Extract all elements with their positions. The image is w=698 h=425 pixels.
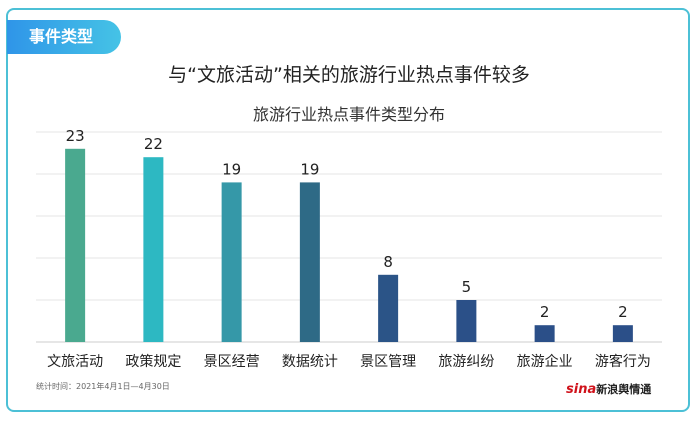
x-tick-label: 旅游纠纷	[438, 354, 494, 370]
card-frame	[6, 8, 690, 412]
data-label: 19	[222, 160, 241, 178]
x-tick-label: 景区经营	[204, 354, 260, 370]
chart-title: 旅游行业热点事件类型分布	[252, 105, 445, 124]
sina-logo: sina新浪舆情通	[566, 381, 651, 397]
data-label: 19	[300, 160, 319, 178]
headline: 与“文旅活动”相关的旅游行业热点事件较多	[168, 64, 530, 86]
x-tick-label: 游客行为	[595, 353, 651, 370]
footer-note: 统计时间：2021年4月1日—4月30日	[36, 382, 170, 391]
bar	[534, 325, 555, 342]
data-label: 2	[618, 303, 628, 321]
logo-brand: sina	[566, 382, 597, 397]
bar	[221, 182, 242, 342]
logo-text: 新浪舆情通	[596, 383, 652, 396]
x-tick-label: 数据统计	[282, 354, 338, 370]
data-label: 8	[383, 253, 393, 271]
section-tag: 事件类型	[7, 20, 121, 54]
data-label: 2	[540, 303, 550, 321]
bar	[65, 148, 86, 342]
data-label: 22	[144, 135, 163, 153]
bar	[299, 182, 320, 342]
bar	[456, 300, 477, 342]
bar	[143, 157, 164, 342]
bar	[378, 274, 399, 342]
x-tick-label: 政策规定	[125, 353, 181, 370]
bar	[612, 325, 633, 342]
data-label: 5	[462, 278, 472, 296]
x-tick-label: 景区管理	[360, 354, 416, 370]
x-tick-label: 旅游企业	[517, 353, 573, 370]
data-label: 23	[66, 127, 85, 145]
x-tick-label: 文旅活动	[47, 354, 103, 370]
